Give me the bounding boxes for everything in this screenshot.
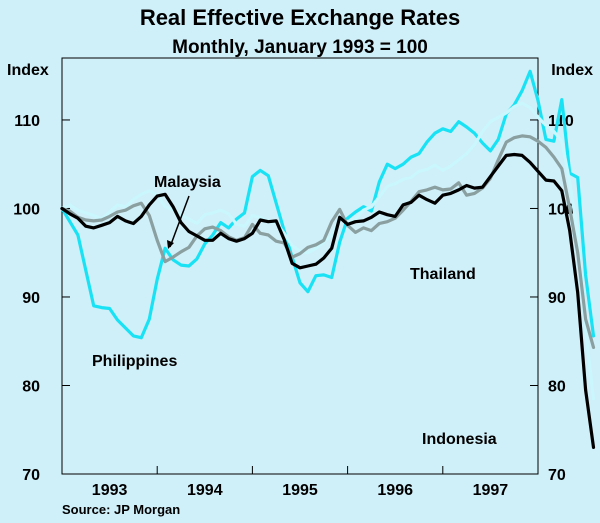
series-line-thailand [60,134,596,349]
x-tick-label: 1995 [282,482,318,499]
series-lines [60,69,596,449]
x-tick-marks [156,466,444,474]
y-tick-label-left: 110 [14,113,40,130]
source-note: Source: JP Morgan [62,502,180,517]
x-tick-label: 1996 [377,482,413,499]
series-line-philippines [60,69,596,340]
annotation-malaysia: Malaysia [154,174,221,191]
y-tick-label-left: 70 [22,467,40,484]
annotation-thailand: Thailand [410,266,476,283]
x-tick-label: 1997 [473,482,509,499]
y-tick-label-left: 90 [22,290,40,307]
x-tick-label: 1994 [187,482,223,499]
series-line-indonesia [60,152,596,449]
y-tick-label-right: 90 [548,290,566,307]
chart-title: Real Effective Exchange Rates [140,5,460,30]
y-tick-label-right: 80 [548,378,566,395]
annotation-malaysia-arrowhead [167,240,174,249]
x-tick-labels: 1993 1994 1995 1996 1997 [92,482,508,499]
y-tick-label-right: 70 [548,467,566,484]
y-axis-label-left: Index [7,62,49,79]
annotation-malaysia-arrow [169,195,190,248]
y-axis-label-right: Index [551,62,593,79]
annotation-indonesia: Indonesia [422,431,497,448]
y-tick-label-left: 100 [13,201,40,218]
annotation-philippines: Philippines [92,353,177,370]
x-tick-label: 1993 [92,482,128,499]
y-tick-label-left: 80 [22,378,40,395]
series-line-malaysia [60,101,596,401]
y-tick-label-right: 110 [548,113,574,130]
chart-subtitle: Monthly, January 1993 = 100 [172,37,428,58]
